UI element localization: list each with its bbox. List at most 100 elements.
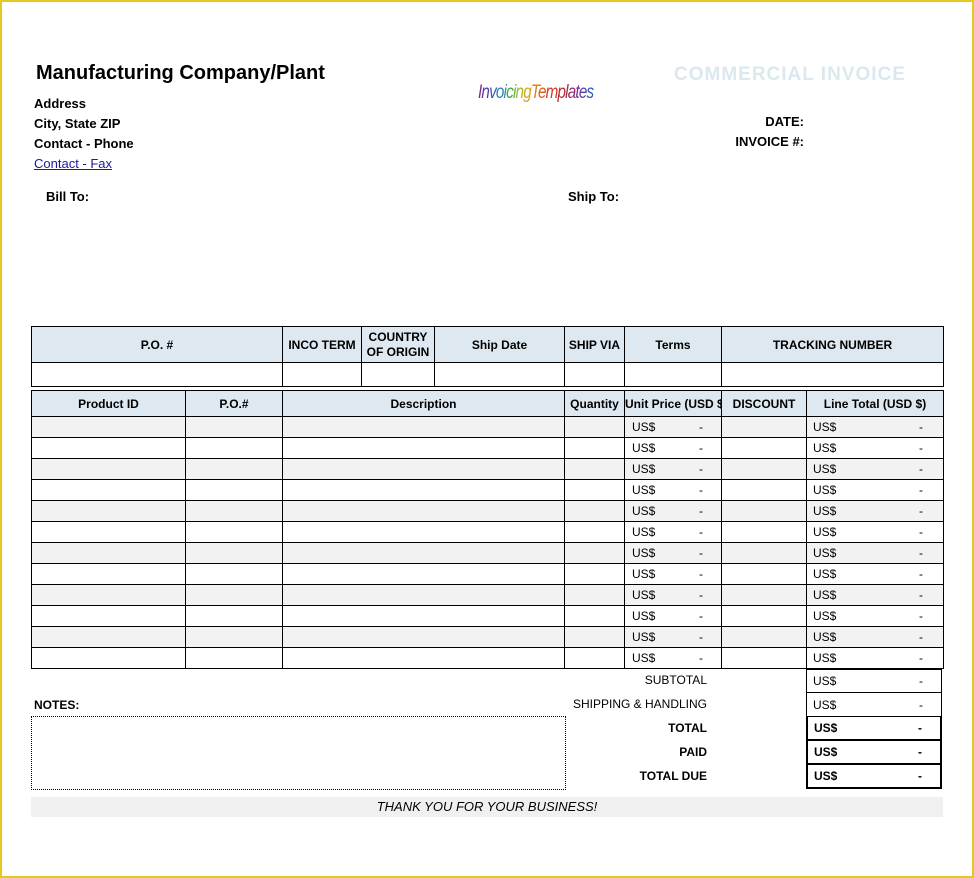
po-cell[interactable] — [185, 542, 283, 564]
discount-cell[interactable] — [721, 521, 807, 543]
product-id-cell[interactable] — [31, 542, 186, 564]
unit-price-cell[interactable]: US$ - — [624, 458, 722, 480]
quantity-cell[interactable] — [564, 626, 625, 648]
notes-field[interactable] — [31, 716, 566, 790]
product-id-cell[interactable] — [31, 605, 186, 627]
product-id-cell[interactable] — [31, 584, 186, 606]
unit-price-cell[interactable]: US$ - — [624, 479, 722, 501]
country-of-origin-cell[interactable] — [361, 362, 435, 387]
quantity-cell[interactable] — [564, 479, 625, 501]
quantity-cell[interactable] — [564, 605, 625, 627]
quantity-cell[interactable] — [564, 416, 625, 438]
unit-price-cell[interactable]: US$ - — [624, 500, 722, 522]
product-id-cell[interactable] — [31, 626, 186, 648]
unit-price-cell[interactable]: US$ - — [624, 626, 722, 648]
discount-cell[interactable] — [721, 458, 807, 480]
quantity-cell[interactable] — [564, 647, 625, 669]
unit-price-cell[interactable]: US$ - — [624, 437, 722, 459]
unit-price-cell[interactable]: US$ - — [624, 605, 722, 627]
po-cell[interactable] — [185, 605, 283, 627]
description-cell[interactable] — [282, 584, 565, 606]
description-cell[interactable] — [282, 500, 565, 522]
po-cell[interactable] — [185, 584, 283, 606]
line-total-cell[interactable]: US$ - — [806, 500, 944, 522]
description-cell[interactable] — [282, 521, 565, 543]
quantity-cell[interactable] — [564, 458, 625, 480]
ship-via-cell[interactable] — [564, 362, 625, 387]
tracking-number-cell[interactable] — [721, 362, 944, 387]
product-id-cell[interactable] — [31, 458, 186, 480]
line-total-cell[interactable]: US$ - — [806, 584, 944, 606]
discount-cell[interactable] — [721, 626, 807, 648]
line-total-cell[interactable]: US$ - — [806, 647, 944, 669]
discount-cell[interactable] — [721, 647, 807, 669]
line-total-cell[interactable]: US$ - — [806, 458, 944, 480]
unit-price-cell[interactable]: US$ - — [624, 563, 722, 585]
description-cell[interactable] — [282, 437, 565, 459]
currency-label: US$ — [813, 588, 837, 602]
po-cell[interactable] — [185, 437, 283, 459]
description-cell[interactable] — [282, 542, 565, 564]
po-cell[interactable] — [185, 647, 283, 669]
description-cell[interactable] — [282, 605, 565, 627]
product-id-cell[interactable] — [31, 479, 186, 501]
line-total-cell[interactable]: US$ - — [806, 542, 944, 564]
discount-cell[interactable] — [721, 605, 807, 627]
product-id-cell[interactable] — [31, 563, 186, 585]
line-total-cell[interactable]: US$ - — [806, 521, 944, 543]
product-id-cell[interactable] — [31, 416, 186, 438]
amount-value: - — [919, 462, 923, 476]
unit-price-cell[interactable]: US$ - — [624, 416, 722, 438]
amount-value: - — [919, 588, 923, 602]
po-number-cell[interactable] — [31, 362, 283, 387]
description-cell[interactable] — [282, 563, 565, 585]
po-cell[interactable] — [185, 500, 283, 522]
product-id-cell[interactable] — [31, 647, 186, 669]
quantity-cell[interactable] — [564, 563, 625, 585]
line-total-cell[interactable]: US$ - — [806, 416, 944, 438]
line-total-cell[interactable]: US$ - — [806, 605, 944, 627]
po-cell[interactable] — [185, 563, 283, 585]
quantity-cell[interactable] — [564, 437, 625, 459]
product-id-cell[interactable] — [31, 500, 186, 522]
discount-cell[interactable] — [721, 500, 807, 522]
discount-cell[interactable] — [721, 416, 807, 438]
po-cell[interactable] — [185, 458, 283, 480]
po-cell[interactable] — [185, 521, 283, 543]
total-value-paid: US$ - — [806, 741, 942, 765]
discount-cell[interactable] — [721, 437, 807, 459]
description-cell[interactable] — [282, 416, 565, 438]
description-cell[interactable] — [282, 626, 565, 648]
terms-cell[interactable] — [624, 362, 722, 387]
total-value-total-due: US$ - — [806, 765, 942, 789]
line-total-cell[interactable]: US$ - — [806, 479, 944, 501]
line-total-cell[interactable]: US$ - — [806, 563, 944, 585]
quantity-cell[interactable] — [564, 584, 625, 606]
inco-term-cell[interactable] — [282, 362, 362, 387]
product-id-cell[interactable] — [31, 437, 186, 459]
discount-cell[interactable] — [721, 563, 807, 585]
po-cell[interactable] — [185, 479, 283, 501]
line-total-cell[interactable]: US$ - — [806, 437, 944, 459]
description-cell[interactable] — [282, 479, 565, 501]
contact-fax-link[interactable]: Contact - Fax — [34, 156, 113, 171]
po-cell[interactable] — [185, 416, 283, 438]
line-total-cell[interactable]: US$ - — [806, 626, 944, 648]
unit-price-cell[interactable]: US$ - — [624, 542, 722, 564]
discount-cell[interactable] — [721, 584, 807, 606]
po-cell[interactable] — [185, 626, 283, 648]
quantity-cell[interactable] — [564, 542, 625, 564]
quantity-cell[interactable] — [564, 521, 625, 543]
discount-cell[interactable] — [721, 479, 807, 501]
unit-price-cell[interactable]: US$ - — [624, 521, 722, 543]
unit-price-cell[interactable]: US$ - — [624, 584, 722, 606]
totals-box: US$ - US$ - US$ - US$ - US$ - — [806, 669, 942, 789]
description-cell[interactable] — [282, 647, 565, 669]
unit-price-cell[interactable]: US$ - — [624, 647, 722, 669]
description-cell[interactable] — [282, 458, 565, 480]
ship-date-cell[interactable] — [434, 362, 565, 387]
discount-cell[interactable] — [721, 542, 807, 564]
quantity-cell[interactable] — [564, 500, 625, 522]
product-id-cell[interactable] — [31, 521, 186, 543]
